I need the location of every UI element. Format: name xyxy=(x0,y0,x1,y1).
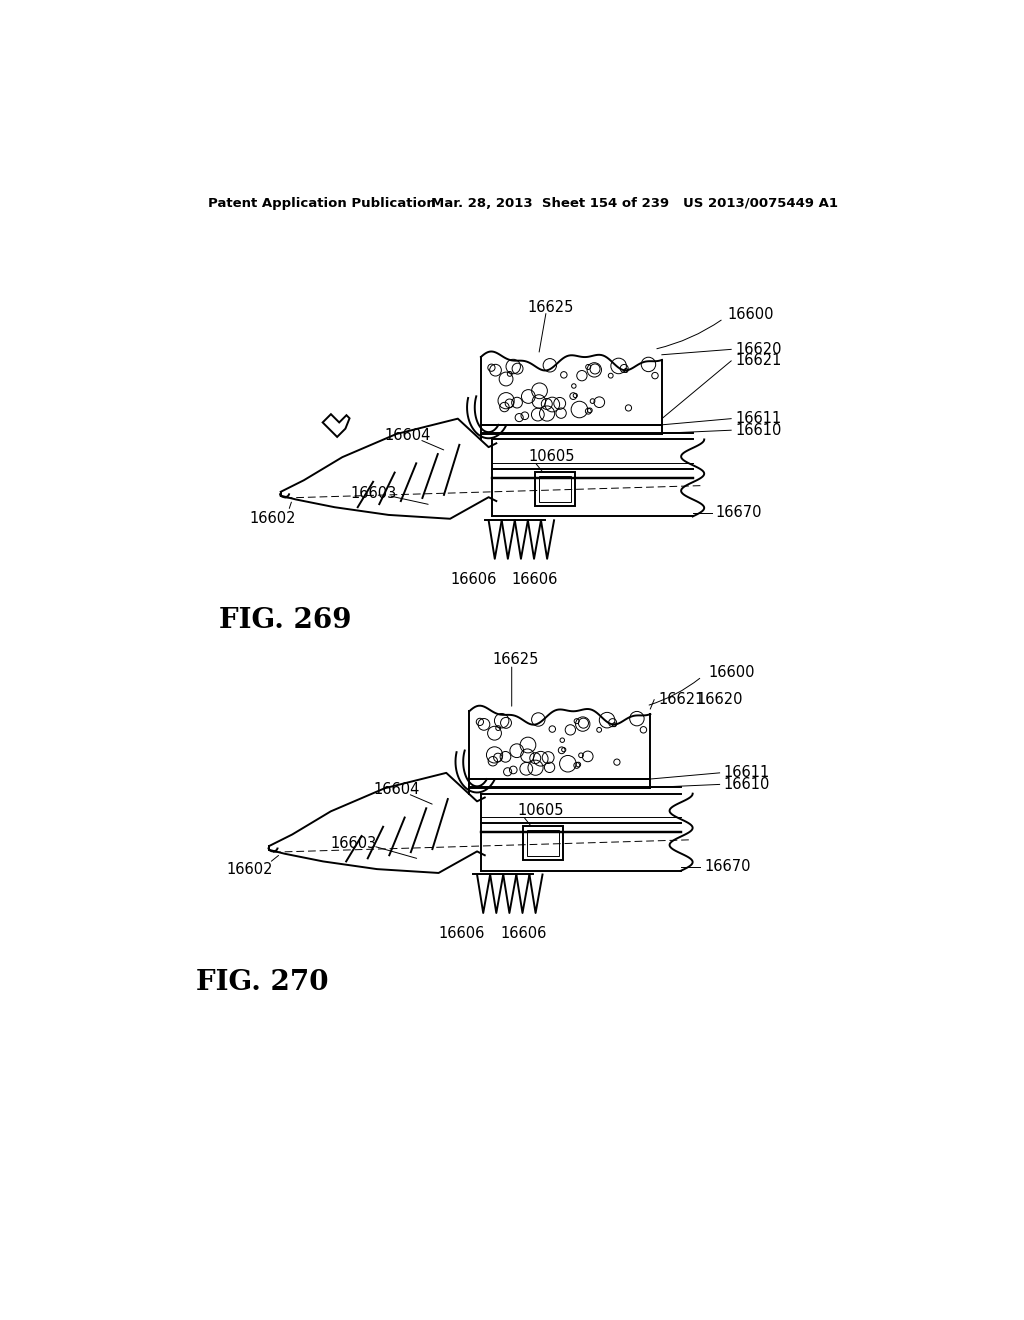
Polygon shape xyxy=(323,414,349,437)
Text: 16606: 16606 xyxy=(512,572,558,587)
Text: Mar. 28, 2013  Sheet 154 of 239   US 2013/0075449 A1: Mar. 28, 2013 Sheet 154 of 239 US 2013/0… xyxy=(431,197,838,210)
Text: 16620: 16620 xyxy=(696,692,743,708)
Text: 16606: 16606 xyxy=(438,927,484,941)
Text: 16602: 16602 xyxy=(250,511,296,527)
Bar xyxy=(523,826,563,859)
Text: 16604: 16604 xyxy=(385,428,431,444)
Text: FIG. 269: FIG. 269 xyxy=(219,607,351,634)
Text: 10605: 10605 xyxy=(517,804,563,818)
Text: 16603: 16603 xyxy=(331,836,377,851)
Text: 10605: 10605 xyxy=(528,449,575,465)
Text: 16606: 16606 xyxy=(450,572,497,587)
Text: 16603: 16603 xyxy=(350,486,396,500)
Text: 16621: 16621 xyxy=(735,354,781,368)
Bar xyxy=(539,475,571,502)
Text: 16600: 16600 xyxy=(727,308,774,322)
Text: 16611: 16611 xyxy=(735,411,781,426)
Text: Patent Application Publication: Patent Application Publication xyxy=(208,197,435,210)
Bar xyxy=(527,830,559,857)
Text: 16625: 16625 xyxy=(527,300,573,314)
Text: 16600: 16600 xyxy=(708,665,755,680)
Text: 16610: 16610 xyxy=(724,777,770,792)
Bar xyxy=(535,471,574,506)
Text: 16602: 16602 xyxy=(226,862,273,876)
Text: 16611: 16611 xyxy=(724,766,770,780)
Text: 16604: 16604 xyxy=(373,783,420,797)
Text: FIG. 270: FIG. 270 xyxy=(196,969,329,995)
Text: 16625: 16625 xyxy=(493,652,539,667)
Text: 16621: 16621 xyxy=(658,692,705,708)
Text: 16610: 16610 xyxy=(735,422,781,438)
Text: 16620: 16620 xyxy=(735,342,781,356)
Text: 16670: 16670 xyxy=(705,859,751,874)
Text: 16606: 16606 xyxy=(500,927,547,941)
Text: 16670: 16670 xyxy=(716,506,762,520)
